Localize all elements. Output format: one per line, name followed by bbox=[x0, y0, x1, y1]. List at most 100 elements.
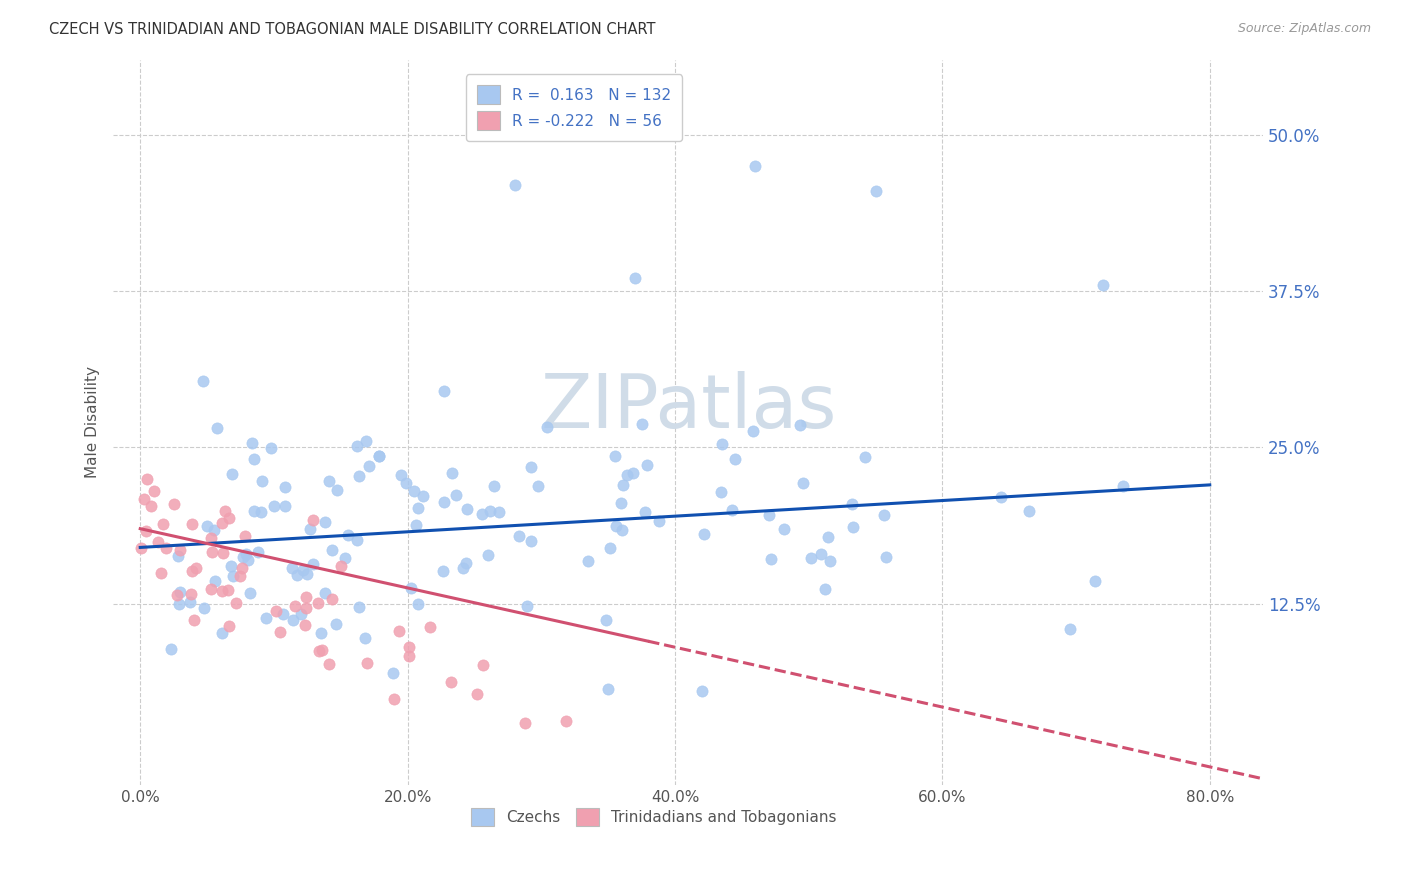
Point bbox=[758, 508, 780, 523]
Point bbox=[465, 687, 488, 701]
Point bbox=[711, 436, 734, 450]
Point bbox=[274, 480, 297, 494]
Point bbox=[382, 691, 405, 706]
Point bbox=[222, 569, 245, 583]
Point bbox=[536, 420, 558, 434]
Point bbox=[398, 648, 420, 663]
Point bbox=[155, 541, 177, 555]
Point bbox=[195, 518, 218, 533]
Point bbox=[238, 553, 260, 567]
Point bbox=[605, 518, 627, 533]
Point bbox=[508, 529, 530, 543]
Point bbox=[169, 543, 191, 558]
Point bbox=[246, 545, 269, 559]
Point bbox=[630, 417, 652, 431]
Point bbox=[402, 483, 425, 498]
Point bbox=[142, 484, 165, 499]
Point bbox=[337, 528, 360, 542]
Point bbox=[309, 626, 332, 640]
Text: Source: ZipAtlas.com: Source: ZipAtlas.com bbox=[1237, 22, 1371, 36]
Point bbox=[205, 421, 228, 435]
Point bbox=[211, 583, 233, 598]
Point bbox=[513, 715, 536, 730]
Point bbox=[610, 523, 633, 537]
Point bbox=[721, 503, 744, 517]
Point bbox=[690, 684, 713, 698]
Point bbox=[399, 582, 422, 596]
Point bbox=[471, 657, 494, 672]
Point bbox=[1018, 504, 1040, 518]
Point bbox=[299, 522, 322, 536]
Point bbox=[269, 624, 291, 639]
Point bbox=[759, 552, 782, 566]
Point bbox=[321, 591, 343, 606]
Point bbox=[875, 550, 897, 565]
Point bbox=[146, 535, 169, 549]
Point bbox=[290, 607, 312, 621]
Point bbox=[354, 434, 377, 449]
Point bbox=[637, 458, 659, 472]
Point bbox=[333, 551, 356, 566]
Point bbox=[454, 557, 477, 571]
Point bbox=[388, 624, 411, 638]
Point bbox=[191, 374, 214, 388]
Point bbox=[433, 494, 456, 508]
Point bbox=[440, 467, 463, 481]
Point bbox=[789, 418, 811, 433]
Point bbox=[160, 642, 183, 657]
Point bbox=[347, 468, 370, 483]
Text: CZECH VS TRINIDADIAN AND TOBAGONIAN MALE DISABILITY CORRELATION CHART: CZECH VS TRINIDADIAN AND TOBAGONIAN MALE… bbox=[49, 22, 655, 37]
Point bbox=[295, 567, 318, 582]
Point bbox=[193, 600, 215, 615]
Point bbox=[810, 547, 832, 561]
Point bbox=[181, 516, 204, 531]
Point bbox=[135, 472, 157, 486]
Point bbox=[724, 452, 747, 467]
Point bbox=[326, 483, 349, 498]
Point bbox=[872, 508, 894, 523]
Point bbox=[773, 522, 796, 536]
Point bbox=[233, 528, 256, 542]
Point bbox=[186, 561, 208, 575]
Point bbox=[181, 565, 204, 579]
Point bbox=[225, 596, 247, 610]
Point bbox=[853, 450, 876, 464]
Point bbox=[218, 618, 240, 632]
Point bbox=[432, 564, 454, 578]
Point bbox=[217, 583, 239, 598]
Point bbox=[865, 184, 887, 198]
Point bbox=[271, 607, 294, 622]
Point bbox=[314, 515, 336, 529]
Point bbox=[231, 561, 253, 575]
Point bbox=[314, 586, 336, 600]
Point bbox=[624, 271, 647, 285]
Point bbox=[221, 467, 243, 481]
Point bbox=[595, 613, 617, 627]
Point bbox=[240, 436, 263, 450]
Point bbox=[444, 488, 467, 502]
Point bbox=[598, 681, 620, 696]
Point bbox=[456, 502, 478, 516]
Point bbox=[818, 554, 841, 568]
Point bbox=[484, 479, 506, 493]
Point bbox=[318, 474, 340, 488]
Point bbox=[169, 584, 191, 599]
Point bbox=[284, 599, 307, 613]
Point bbox=[349, 599, 371, 614]
Point bbox=[408, 501, 430, 516]
Point bbox=[307, 595, 329, 609]
Point bbox=[744, 159, 766, 173]
Point bbox=[389, 468, 412, 483]
Point bbox=[346, 439, 368, 453]
Point bbox=[516, 599, 538, 614]
Point bbox=[520, 460, 543, 475]
Point bbox=[368, 449, 391, 463]
Point bbox=[311, 643, 333, 657]
Point bbox=[616, 467, 638, 482]
Point bbox=[357, 458, 380, 473]
Point bbox=[264, 604, 287, 618]
Point bbox=[321, 543, 343, 558]
Point bbox=[800, 550, 823, 565]
Text: ZIPatlas: ZIPatlas bbox=[540, 371, 837, 444]
Point bbox=[232, 550, 254, 565]
